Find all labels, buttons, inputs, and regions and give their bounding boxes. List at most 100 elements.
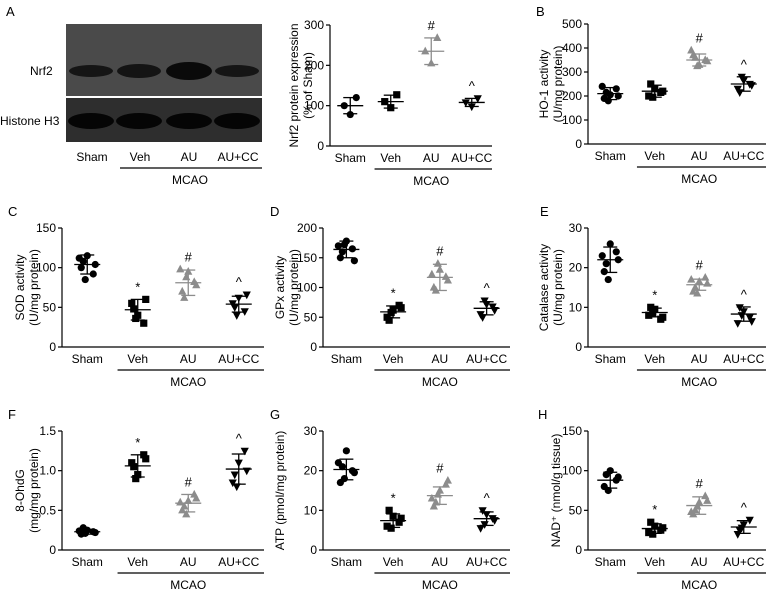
data-point [342, 447, 350, 455]
y-axis-label: GPx activity [273, 256, 287, 319]
y-tick-label: 500 [562, 17, 582, 31]
category-label: Veh [127, 352, 148, 366]
lane-label-au: AU [181, 150, 198, 164]
category-label: AU [423, 151, 440, 165]
y-tick-label: 20 [569, 261, 583, 275]
category-label: Sham [595, 352, 626, 366]
category-label: AU [691, 352, 708, 366]
data-point [421, 46, 430, 55]
chart-d: D 0 50 100 150 200 GPx activity (U/mg protein) S… [270, 204, 510, 389]
y-tick-label: 150 [297, 251, 317, 265]
data-point [443, 475, 452, 484]
data-point [128, 299, 136, 307]
significance-mark: ^ [236, 275, 243, 290]
lane-label-aucc: AU+CC [217, 150, 258, 164]
data-point [703, 496, 712, 504]
data-point [606, 240, 614, 248]
data-point [130, 463, 138, 471]
data-point [91, 528, 99, 537]
data-point [659, 313, 667, 321]
y-axis-label: Nrf2 protein expression [287, 23, 301, 147]
data-point [649, 530, 657, 538]
significance-mark: # [185, 249, 193, 264]
band-label-nrf2: Nrf2 [30, 64, 53, 78]
y-tick-label: 100 [304, 99, 324, 113]
data-point [240, 447, 249, 456]
data-point [128, 459, 136, 467]
y-axis-label: (U/mg protein) [551, 249, 565, 326]
data-point [476, 525, 485, 533]
data-point [385, 316, 393, 324]
panel-letter: C [8, 204, 17, 219]
group-label: MCAO [681, 578, 717, 592]
y-tick-label: 150 [36, 221, 56, 235]
category-label: AU [180, 555, 197, 569]
significance-mark: * [652, 287, 657, 302]
category-label: Sham [72, 352, 103, 366]
band-nrf2-au [166, 62, 212, 80]
data-point [350, 257, 358, 265]
data-point [228, 479, 237, 488]
panel-letter: B [536, 4, 545, 19]
data-point [735, 304, 744, 312]
data-point [387, 524, 395, 532]
data-point [395, 518, 403, 526]
y-tick-label: 150 [562, 424, 582, 438]
category-label: AU [180, 352, 197, 366]
data-point [132, 475, 140, 483]
data-point [334, 242, 342, 250]
data-point [433, 33, 442, 42]
data-point [687, 45, 696, 54]
band-histone-sham [68, 113, 114, 129]
data-point [693, 288, 702, 297]
y-tick-label: 300 [562, 65, 582, 79]
panel-letter: F [8, 407, 16, 422]
y-tick-label: 100 [562, 113, 582, 127]
y-tick-label: 0 [317, 139, 324, 153]
data-point [431, 497, 440, 506]
y-tick-label: 10 [304, 503, 318, 517]
y-axis-label: HO-1 activity [537, 50, 551, 119]
group-label: MCAO [422, 578, 458, 592]
data-point [604, 275, 612, 284]
significance-mark: # [436, 461, 444, 476]
data-point [691, 53, 700, 61]
panel-letter-a: A [6, 4, 15, 19]
group-label: MCAO [422, 375, 458, 389]
data-point [230, 471, 239, 480]
data-point [350, 469, 358, 477]
y-axis-label: ATP (pmol/mg protein) [273, 431, 287, 551]
group-label: MCAO [413, 174, 449, 188]
data-point [647, 80, 655, 88]
data-point [473, 95, 482, 104]
category-label: Sham [331, 555, 362, 569]
category-label: Sham [72, 555, 103, 569]
data-point [230, 304, 239, 312]
y-tick-label: 0 [310, 340, 317, 354]
y-axis-label: NAD⁺ (nmol/g tissue) [549, 434, 563, 548]
data-point [142, 295, 150, 303]
data-point [647, 518, 655, 526]
significance-mark: ^ [484, 490, 491, 505]
y-tick-label: 50 [304, 310, 318, 324]
data-point [397, 514, 405, 522]
significance-mark: ^ [741, 500, 748, 515]
significance-mark: # [428, 18, 436, 33]
panel-letter: H [538, 407, 547, 422]
y-tick-label: 200 [297, 221, 317, 235]
y-axis-label: 8-OhdG [13, 469, 27, 512]
y-tick-label: 0 [310, 543, 317, 557]
significance-mark: * [391, 285, 396, 300]
data-point [334, 459, 342, 467]
category-label: Veh [644, 149, 665, 163]
data-point [140, 319, 148, 327]
data-point [130, 305, 138, 313]
data-point [433, 259, 442, 267]
data-point [397, 304, 405, 312]
data-point [737, 73, 746, 82]
data-point [383, 522, 391, 530]
y-axis-label: (% of Sham) [301, 52, 315, 119]
data-point [478, 507, 487, 515]
significance-mark: # [696, 258, 704, 273]
